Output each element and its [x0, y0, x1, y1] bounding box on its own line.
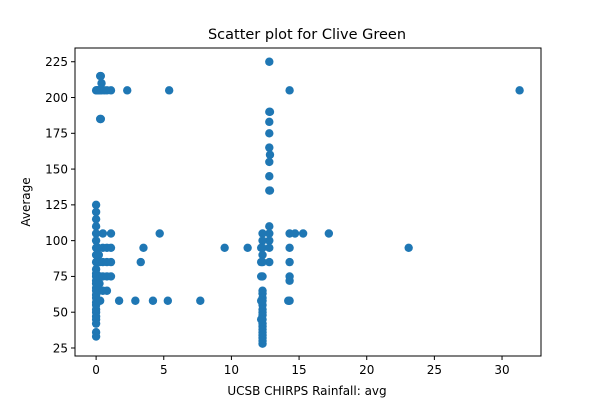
data-point: [96, 114, 106, 124]
data-point: [265, 229, 274, 238]
data-point: [265, 172, 274, 181]
data-point: [265, 107, 275, 117]
data-point: [106, 229, 116, 238]
data-point: [265, 157, 274, 167]
data-point: [91, 207, 101, 217]
data-point: [290, 229, 300, 238]
data-point: [404, 243, 413, 252]
data-point: [256, 257, 266, 267]
data-point: [256, 272, 266, 281]
data-point: [94, 250, 104, 260]
data-point: [256, 243, 266, 252]
data-point: [106, 257, 116, 267]
data-point: [220, 243, 229, 252]
x-tick-label: 0: [92, 363, 100, 377]
data-point: [91, 214, 101, 224]
y-tick-label: 150: [45, 162, 68, 176]
y-tick-label: 25: [53, 341, 68, 355]
data-point: [91, 236, 101, 245]
data-point: [265, 236, 274, 245]
data-point: [139, 243, 148, 252]
x-tick-label: 10: [224, 363, 239, 377]
data-point: [91, 319, 101, 328]
data-point: [284, 296, 293, 305]
y-tick-label: 75: [53, 270, 68, 284]
x-axis: 0 5 10 15 20 25 30: [92, 356, 510, 377]
data-point: [258, 339, 267, 348]
y-tick-label: 50: [53, 306, 68, 320]
data-point: [106, 272, 116, 281]
data-point: [298, 229, 308, 238]
data-point: [243, 243, 252, 252]
data-point: [285, 276, 294, 285]
data-point: [96, 71, 106, 81]
data-point: [258, 250, 267, 260]
data-point: [265, 143, 274, 152]
data-point: [515, 86, 524, 95]
x-tick-label: 15: [291, 363, 306, 377]
data-point: [136, 257, 145, 267]
data-point: [163, 296, 173, 305]
data-point: [91, 332, 101, 341]
data-point: [285, 257, 294, 267]
data-point: [106, 243, 116, 252]
data-point: [148, 296, 158, 305]
data-point: [91, 222, 101, 231]
data-point: [91, 200, 101, 210]
data-point: [95, 279, 104, 288]
data-point: [102, 286, 112, 295]
data-point: [95, 296, 105, 305]
data-point: [265, 129, 274, 138]
y-axis-label: Average: [19, 177, 33, 226]
data-point: [265, 150, 275, 159]
y-tick-label: 125: [45, 198, 68, 212]
data-point: [131, 296, 140, 305]
data-point: [324, 229, 334, 238]
data-point: [285, 243, 294, 252]
x-tick-label: 20: [359, 363, 374, 377]
data-point: [97, 79, 106, 88]
y-tick-label: 100: [45, 234, 68, 248]
data-point: [123, 86, 132, 95]
data-point: [265, 257, 274, 267]
y-axis: 25 50 75 100 125 150 175 200 225: [45, 55, 75, 355]
data-point: [164, 86, 174, 95]
data-point: [258, 229, 267, 238]
data-point: [106, 86, 116, 95]
data-point: [265, 57, 274, 66]
data-point: [256, 296, 266, 305]
y-tick-label: 225: [45, 55, 68, 69]
data-point: [265, 222, 274, 231]
y-tick-label: 200: [45, 91, 68, 105]
data-point: [114, 296, 124, 305]
x-tick-label: 25: [427, 363, 442, 377]
data-point: [98, 229, 108, 238]
x-tick-label: 30: [494, 363, 509, 377]
x-tick-label: 5: [160, 363, 168, 377]
data-point: [285, 86, 294, 95]
points-layer: [91, 57, 524, 348]
data-point: [265, 117, 274, 127]
data-point: [265, 243, 274, 252]
data-point: [196, 296, 205, 305]
chart-title: Scatter plot for Clive Green: [208, 27, 406, 43]
y-tick-label: 175: [45, 127, 68, 141]
data-point: [155, 229, 164, 238]
data-point: [91, 229, 101, 238]
data-point: [256, 315, 266, 324]
data-point: [265, 186, 275, 195]
data-point: [258, 236, 267, 245]
plot-frame: [74, 47, 542, 357]
x-axis-label: UCSB CHIRPS Rainfall: avg: [227, 384, 386, 398]
